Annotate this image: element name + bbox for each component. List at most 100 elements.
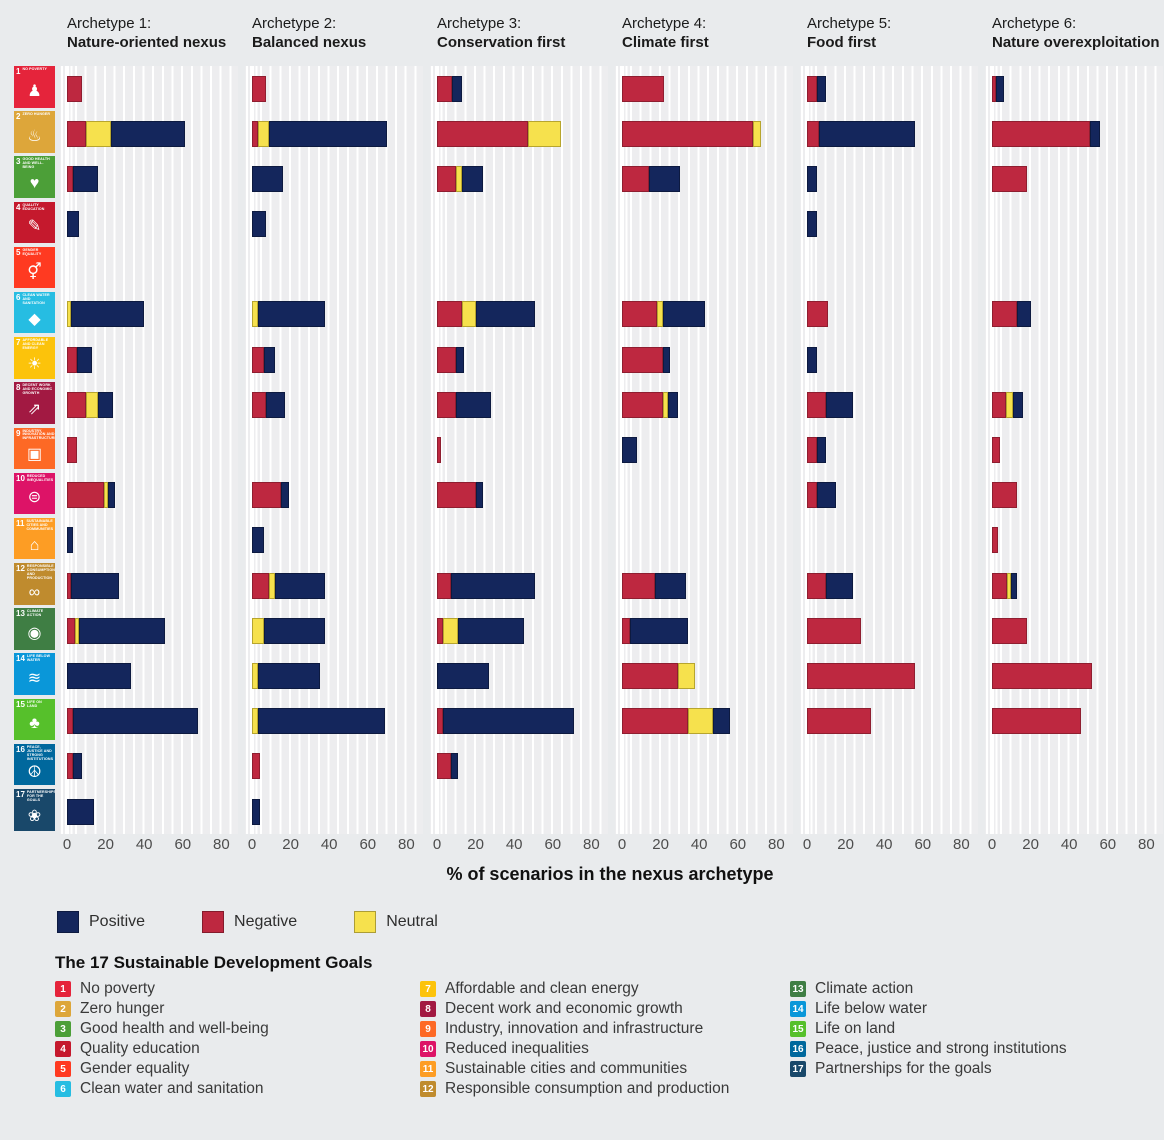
bar-row-sdg-3 bbox=[430, 156, 608, 201]
sdg-icon-label: AFFORDABLE AND CLEAN ENERGY bbox=[22, 338, 49, 351]
stacked-bar bbox=[622, 662, 696, 689]
sdg-legend-item-4: 4 Quality education bbox=[55, 1039, 420, 1059]
neutral-segment bbox=[677, 662, 696, 689]
negative-segment bbox=[992, 437, 1000, 463]
sdg-icon-label: CLIMATE ACTION bbox=[26, 609, 44, 618]
positive-segment bbox=[816, 75, 827, 102]
bar-row-sdg-17 bbox=[800, 789, 978, 834]
positive-segment bbox=[649, 165, 680, 192]
sdg-number: 12 bbox=[16, 564, 25, 574]
archetype-3-plot-area bbox=[430, 66, 608, 835]
stacked-bar bbox=[67, 391, 114, 418]
sdg-pictogram-icon: ◉ bbox=[27, 625, 42, 642]
bar-row-sdg-4 bbox=[985, 202, 1163, 247]
positive-segment bbox=[252, 527, 264, 554]
bar-row-sdg-10 bbox=[615, 473, 793, 518]
archetype-name: Food first bbox=[807, 33, 877, 51]
neutral-segment bbox=[257, 120, 270, 147]
sdg-3-chip-icon: 3 bbox=[55, 1021, 71, 1038]
bar-row-sdg-9 bbox=[430, 428, 608, 473]
neutral-segment bbox=[252, 708, 258, 735]
archetype-3-panel: 0 20 40 60 80 bbox=[430, 66, 608, 860]
stacked-bar bbox=[437, 301, 536, 328]
negative-segment bbox=[807, 301, 829, 328]
bar-row-sdg-14 bbox=[60, 653, 238, 698]
x-tick-label: 80 bbox=[213, 836, 230, 854]
legend-label: Positive bbox=[89, 913, 146, 931]
bar-row-sdg-11 bbox=[615, 518, 793, 563]
sdg-legend-item-12: 12 Responsible consumption and production bbox=[420, 1079, 790, 1099]
stacked-bar bbox=[992, 301, 1031, 328]
stacked-bar bbox=[807, 572, 854, 599]
bar-row-sdg-1 bbox=[800, 66, 978, 111]
bar-row-sdg-3 bbox=[615, 156, 793, 201]
sdg-12-chip-icon: 12 bbox=[420, 1081, 436, 1098]
bar-row-sdg-1 bbox=[985, 66, 1163, 111]
sdg-pictogram-icon: ⌂ bbox=[29, 536, 40, 554]
archetype-2-header: Archetype 2: Balanced nexus bbox=[245, 14, 423, 52]
neutral-segment bbox=[462, 301, 476, 328]
positive-segment bbox=[257, 301, 326, 328]
stacked-bar bbox=[807, 120, 916, 147]
positive-segment bbox=[252, 211, 266, 238]
bar-row-sdg-9 bbox=[60, 428, 238, 473]
stacked-bar bbox=[67, 120, 185, 147]
bar-row-sdg-5 bbox=[430, 247, 608, 292]
bar-row-sdg-7 bbox=[430, 337, 608, 382]
legend-item-negative: Negative bbox=[202, 911, 297, 934]
bar-row-sdg-7 bbox=[615, 337, 793, 382]
sdg-legend-item-17: 17 Partnerships for the goals bbox=[790, 1059, 1160, 1079]
x-tick-label: 0 bbox=[802, 836, 812, 854]
sdg-legend-item-label: Reduced inequalities bbox=[445, 1040, 589, 1058]
sdg-icon-label: RESPONSIBLE CONSUMPTION AND PRODUCTION bbox=[26, 564, 55, 580]
bar-row-sdg-10 bbox=[430, 473, 608, 518]
negative-segment bbox=[252, 572, 270, 599]
sdg-pictogram-icon: ◆ bbox=[28, 310, 41, 328]
negative-segment bbox=[622, 708, 688, 735]
sdg-10-chip-icon: 10 bbox=[420, 1041, 436, 1058]
sdg-legend-column-1: 1 No poverty 2 Zero hunger 3 Good health and … bbox=[55, 979, 420, 1099]
archetype-label: Archetype 6: bbox=[992, 14, 1077, 32]
bar-row-sdg-11 bbox=[430, 518, 608, 563]
sdg-icon-label: ZERO HUNGER bbox=[22, 112, 51, 117]
sdg-legend-item-15: 15 Life on land bbox=[790, 1019, 1160, 1039]
bar-row-sdg-14 bbox=[615, 653, 793, 698]
bar-row-sdg-15 bbox=[60, 699, 238, 744]
sdg-legend-item-6: 6 Clean water and sanitation bbox=[55, 1079, 420, 1099]
negative-segment bbox=[622, 617, 630, 644]
stacked-bar bbox=[252, 527, 264, 554]
negative-segment bbox=[437, 617, 443, 644]
bar-row-sdg-7 bbox=[60, 337, 238, 382]
sdg-number: 14 bbox=[16, 654, 25, 664]
bar-row-sdg-3 bbox=[985, 156, 1163, 201]
sdg-legend-item-label: Industry, innovation and infrastructure bbox=[445, 1020, 704, 1038]
positive-segment bbox=[67, 662, 131, 689]
positive-segment bbox=[269, 120, 388, 147]
negative-segment bbox=[437, 753, 451, 780]
negative-segment bbox=[437, 165, 457, 192]
sdg-legend-item-14: 14 Life below water bbox=[790, 999, 1160, 1019]
x-tick-label: 80 bbox=[1138, 836, 1155, 854]
negative-segment bbox=[807, 482, 817, 509]
bar-row-sdg-17 bbox=[985, 789, 1163, 834]
stacked-bar bbox=[992, 120, 1101, 147]
stacked-bar bbox=[67, 75, 83, 102]
bar-row-sdg-16 bbox=[245, 744, 423, 789]
sdg-legend-block: The 17 Sustainable Development Goals 1 No… bbox=[55, 953, 1164, 1099]
stacked-bar bbox=[622, 572, 686, 599]
bar-row-sdg-17 bbox=[60, 789, 238, 834]
sdg-number: 15 bbox=[16, 699, 25, 709]
archetype-name: Climate first bbox=[622, 33, 709, 51]
archetype-4-panel: 0 20 40 60 80 bbox=[615, 66, 793, 860]
x-tick-label: 20 bbox=[837, 836, 854, 854]
stacked-bar bbox=[622, 165, 680, 192]
sdg-17-icon: 17 PARTNERSHIPS FOR THE GOALS ❀ bbox=[14, 789, 55, 831]
sdg-6-chip-icon: 6 bbox=[55, 1081, 71, 1098]
sdg-number: 4 bbox=[16, 202, 21, 212]
sdg-pictogram-icon: ☮ bbox=[27, 764, 42, 782]
x-tick-label: 40 bbox=[1060, 836, 1078, 854]
sdg-icon-label: REDUCED INEQUALITIES bbox=[26, 473, 54, 482]
sdg-icon-label: LIFE ON LAND bbox=[26, 699, 42, 708]
positive-segment bbox=[712, 708, 731, 735]
positive-segment bbox=[807, 165, 817, 192]
